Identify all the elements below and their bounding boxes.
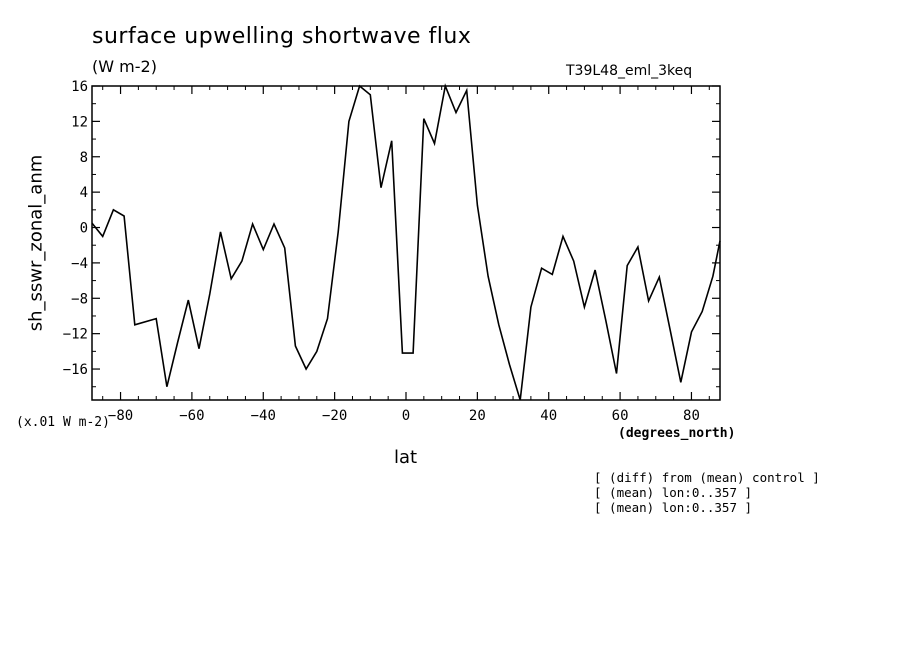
- x-tick-label: −60: [179, 408, 204, 424]
- y-tick-label: 16: [71, 79, 88, 95]
- y-tick-label: 4: [80, 185, 88, 201]
- y-tick-label: −16: [63, 362, 88, 378]
- y-tick-label: 12: [71, 114, 88, 130]
- x-tick-label: 80: [683, 408, 700, 424]
- note-line: [ (diff) from (mean) control ]: [594, 470, 820, 485]
- x-axis-units: (degrees_north): [618, 426, 736, 441]
- y-tick-label: 0: [80, 221, 88, 237]
- series-line: [91, 83, 721, 401]
- axis-ticks: [92, 85, 720, 400]
- note-line: [ (mean) lon:0..357 ]: [594, 500, 753, 515]
- x-tick-label: −80: [108, 408, 133, 424]
- y-tick-label: −8: [71, 291, 88, 307]
- y-tick-label: −4: [71, 256, 88, 272]
- annotation-notes: [ (diff) from (mean) control ] [ (mean) …: [594, 470, 820, 515]
- y-scale-note: (x.01 W m-2): [16, 415, 110, 430]
- y-tick-label: 8: [80, 150, 88, 166]
- x-tick-label: 0: [402, 408, 410, 424]
- series-group: [91, 83, 721, 401]
- chart-units-label: (W m-2): [92, 57, 157, 76]
- x-tick-label: 20: [469, 408, 486, 424]
- x-tick-label: 40: [540, 408, 557, 424]
- note-line: [ (mean) lon:0..357 ]: [594, 485, 753, 500]
- y-tick-label: −12: [63, 327, 88, 343]
- x-tick-label: −40: [251, 408, 276, 424]
- x-tick-label: −20: [322, 408, 347, 424]
- x-tick-label: 60: [612, 408, 629, 424]
- x-axis-label: lat: [394, 447, 418, 468]
- run-label: T39L48_eml_3keq: [566, 63, 693, 79]
- chart-title: surface upwelling shortwave flux: [92, 24, 472, 49]
